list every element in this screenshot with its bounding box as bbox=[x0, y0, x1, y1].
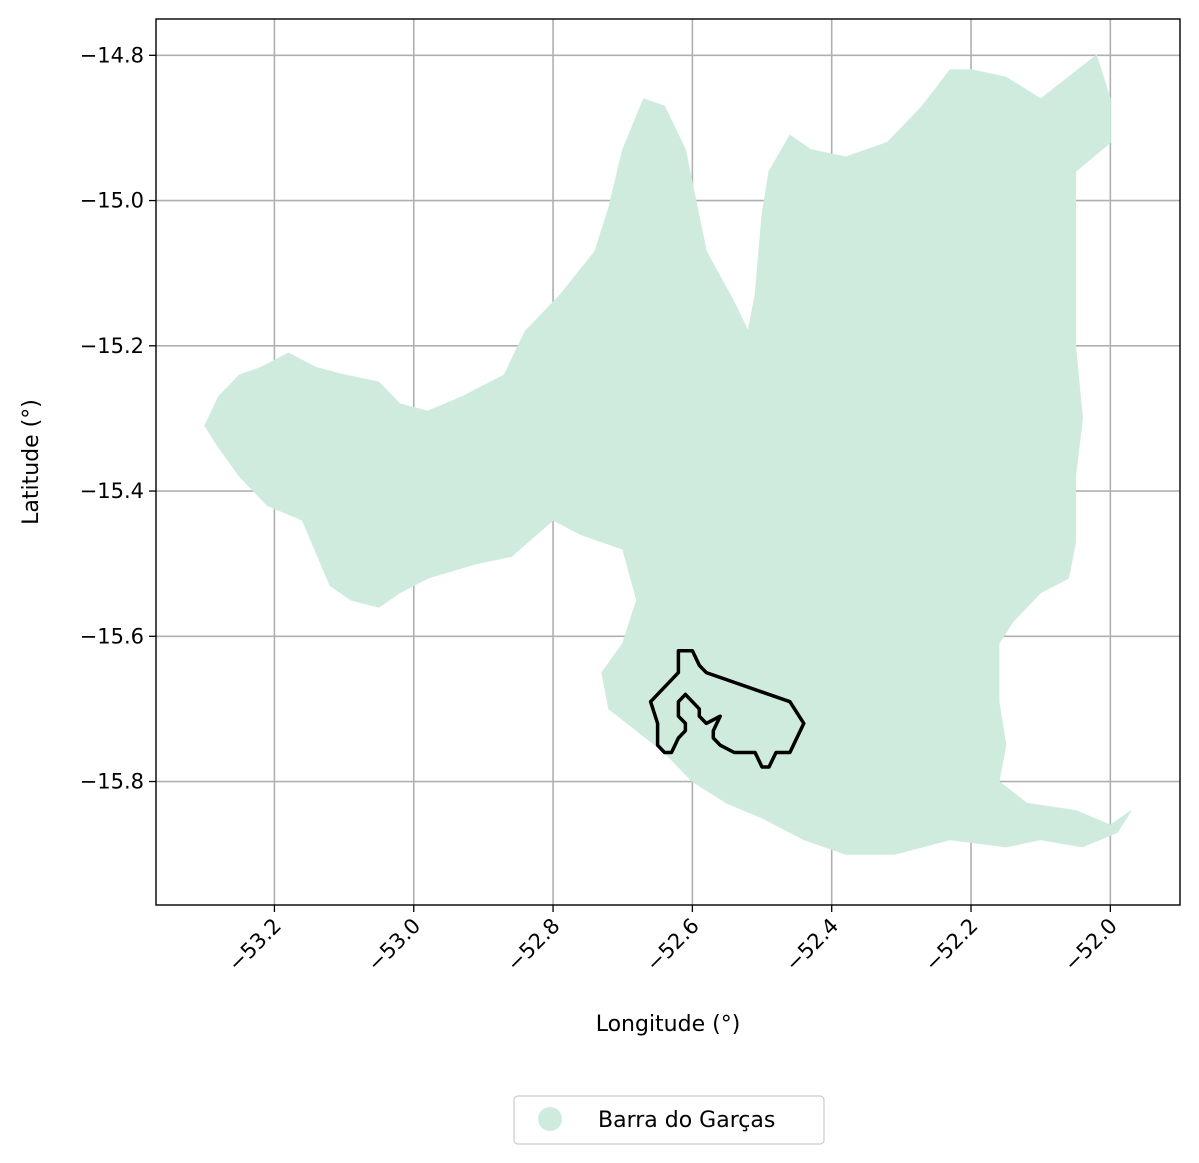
y-tick-label: −15.4 bbox=[80, 479, 144, 503]
y-tick-label: −15.6 bbox=[80, 624, 144, 648]
y-axis-label: Latitude (°) bbox=[19, 399, 44, 525]
plot-frame bbox=[155, 18, 1181, 906]
x-axis-label: Longitude (°) bbox=[596, 1012, 741, 1037]
legend-box bbox=[513, 1095, 825, 1145]
y-tick-label: −15.2 bbox=[80, 334, 144, 358]
legend-swatch-icon bbox=[538, 1107, 562, 1131]
y-tick-label: −15.8 bbox=[80, 770, 144, 794]
legend-entry-label: Barra do Garças bbox=[598, 1108, 775, 1133]
outline-polygon bbox=[648, 649, 806, 769]
municipality-polygon bbox=[204, 54, 1132, 855]
y-tick-label: −15.0 bbox=[80, 189, 144, 213]
y-tick-label: −14.8 bbox=[80, 43, 144, 67]
legend: Barra do Garças bbox=[513, 1095, 825, 1145]
map-geometries bbox=[204, 54, 1132, 855]
